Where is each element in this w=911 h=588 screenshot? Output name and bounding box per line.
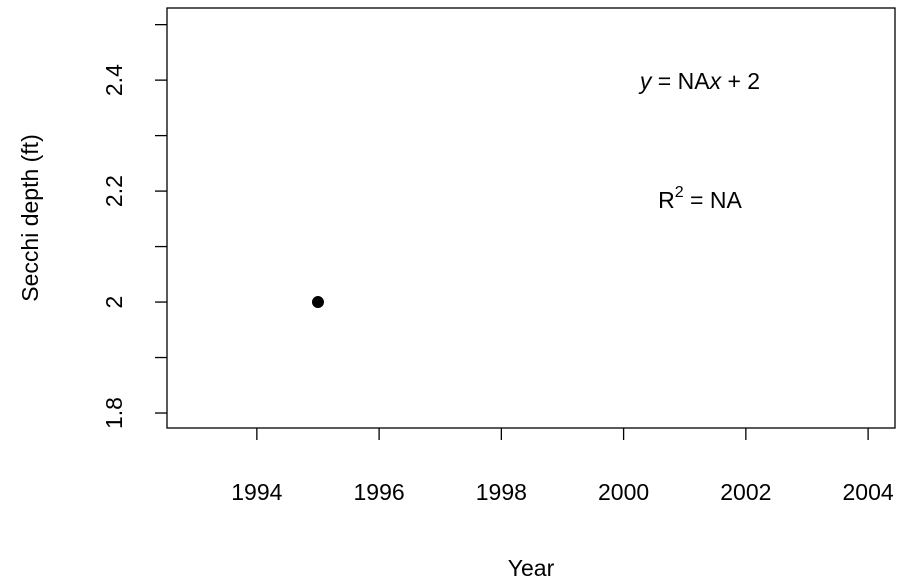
x-tick-label: 1994 — [231, 479, 282, 505]
plot-frame — [166, 7, 896, 429]
equation-part: = NA — [651, 68, 710, 94]
equation-part: + 2 — [721, 68, 760, 94]
y-tick-label: 2 — [101, 296, 127, 309]
x-tick-label: 2000 — [598, 479, 649, 505]
r-squared-part: 2 — [675, 184, 684, 201]
x-tick-label: 2002 — [720, 479, 771, 505]
point — [311, 296, 324, 309]
equation-part: y — [638, 68, 653, 94]
y-tick-label: 2.4 — [101, 64, 127, 96]
y-tick-label: 1.8 — [101, 397, 127, 429]
x-axis-label: Year — [508, 555, 555, 581]
y-axis-label: Secchi depth (ft) — [17, 134, 43, 301]
x-tick-label: 2004 — [843, 479, 894, 505]
r-squared-part: R — [658, 187, 675, 213]
equation: y = NAx + 2 — [638, 68, 760, 94]
y-tick-label: 2.2 — [101, 175, 127, 207]
x-tick-label: 1996 — [354, 479, 405, 505]
r-squared-part: = NA — [684, 187, 743, 213]
r-squared: R2 = NA — [658, 184, 742, 213]
x-tick-label: 1998 — [476, 479, 527, 505]
equation-part: x — [709, 68, 723, 94]
